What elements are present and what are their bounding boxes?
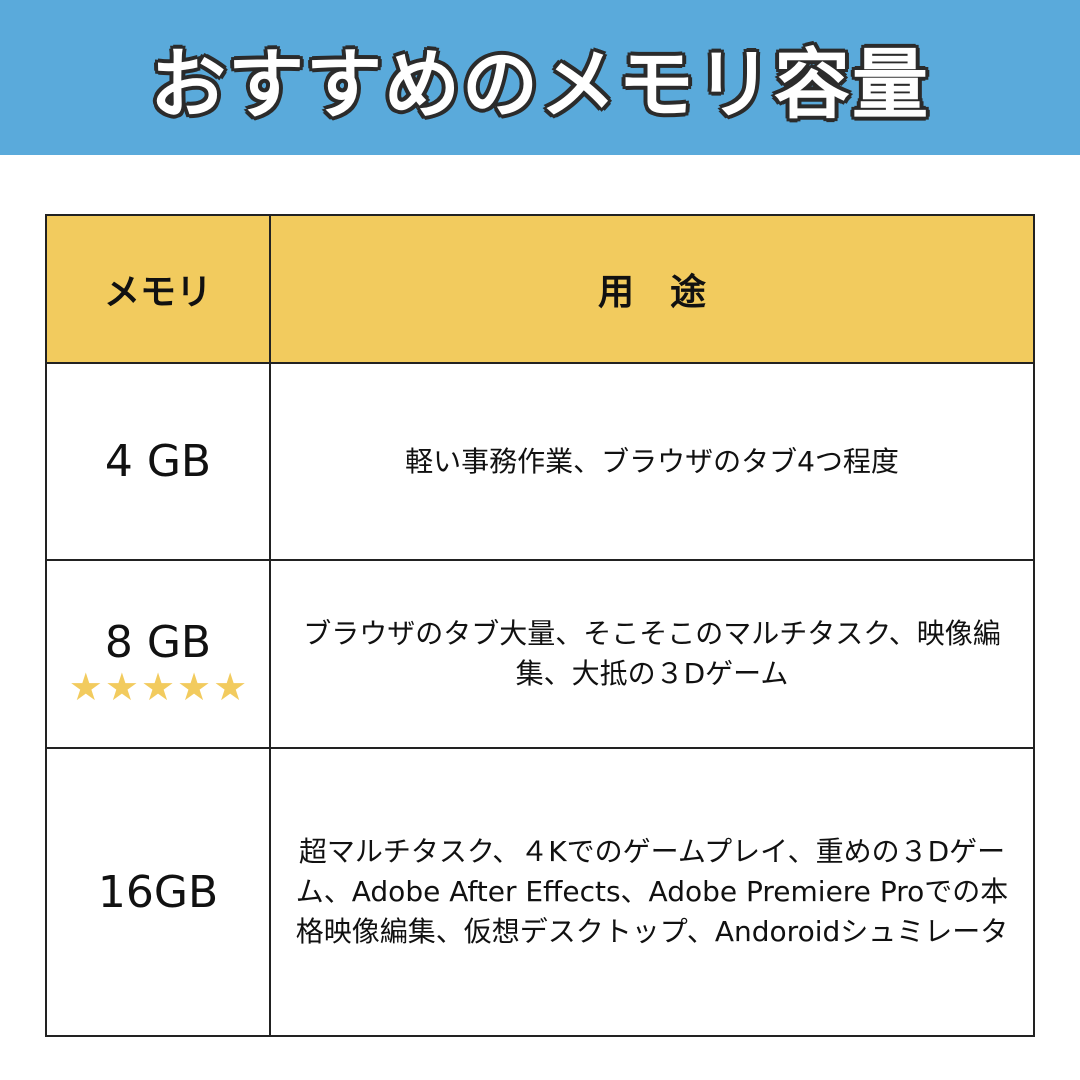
star-icon: ★: [104, 664, 139, 709]
memory-value: 8 GB: [104, 616, 212, 668]
header-memory: メモリ: [45, 214, 271, 364]
usage-cell: 軽い事務作業、ブラウザのタブ4つ程度: [269, 362, 1035, 561]
table-header-row: メモリ 用 途: [45, 214, 1035, 364]
star-icon: ★: [177, 664, 212, 709]
usage-cell: ブラウザのタブ大量、そこそこのマルチタスク、映像編集、大抵の３Dゲーム: [269, 559, 1035, 749]
title-banner: おすすめのメモリ容量: [0, 0, 1080, 155]
star-icon: ★: [140, 664, 176, 709]
table-row: 16GB 超マルチタスク、４Kでのゲームプレイ、重めの３Dゲーム、Adobe A…: [45, 747, 1035, 1037]
memory-cell: 4 GB: [45, 362, 271, 561]
usage-text: ブラウザのタブ大量、そこそこのマルチタスク、映像編集、大抵の３Dゲーム: [303, 617, 1001, 690]
page-title: おすすめのメモリ容量: [150, 39, 930, 129]
memory-cell: 16GB: [45, 747, 271, 1037]
star-icon: ★: [213, 664, 248, 709]
table-row: 8 GB ★ ★ ★ ★ ★ ブラウザのタブ大量、そこそこのマルチタスク、映像編集、大抵…: [45, 559, 1035, 749]
memory-table: メモリ 用 途 4 GB 軽い事務作業、ブラウザのタブ4つ程度 8 GB ★ ★ ★…: [45, 214, 1035, 1037]
memory-cell: 8 GB ★ ★ ★ ★ ★: [45, 559, 271, 749]
table-row: 4 GB 軽い事務作業、ブラウザのタブ4つ程度: [45, 362, 1035, 561]
star-rating: ★ ★ ★ ★ ★: [47, 668, 269, 706]
star-icon: ★: [68, 664, 103, 709]
header-usage: 用 途: [269, 214, 1035, 364]
usage-cell: 超マルチタスク、４Kでのゲームプレイ、重めの３Dゲーム、Adobe After …: [269, 747, 1035, 1037]
